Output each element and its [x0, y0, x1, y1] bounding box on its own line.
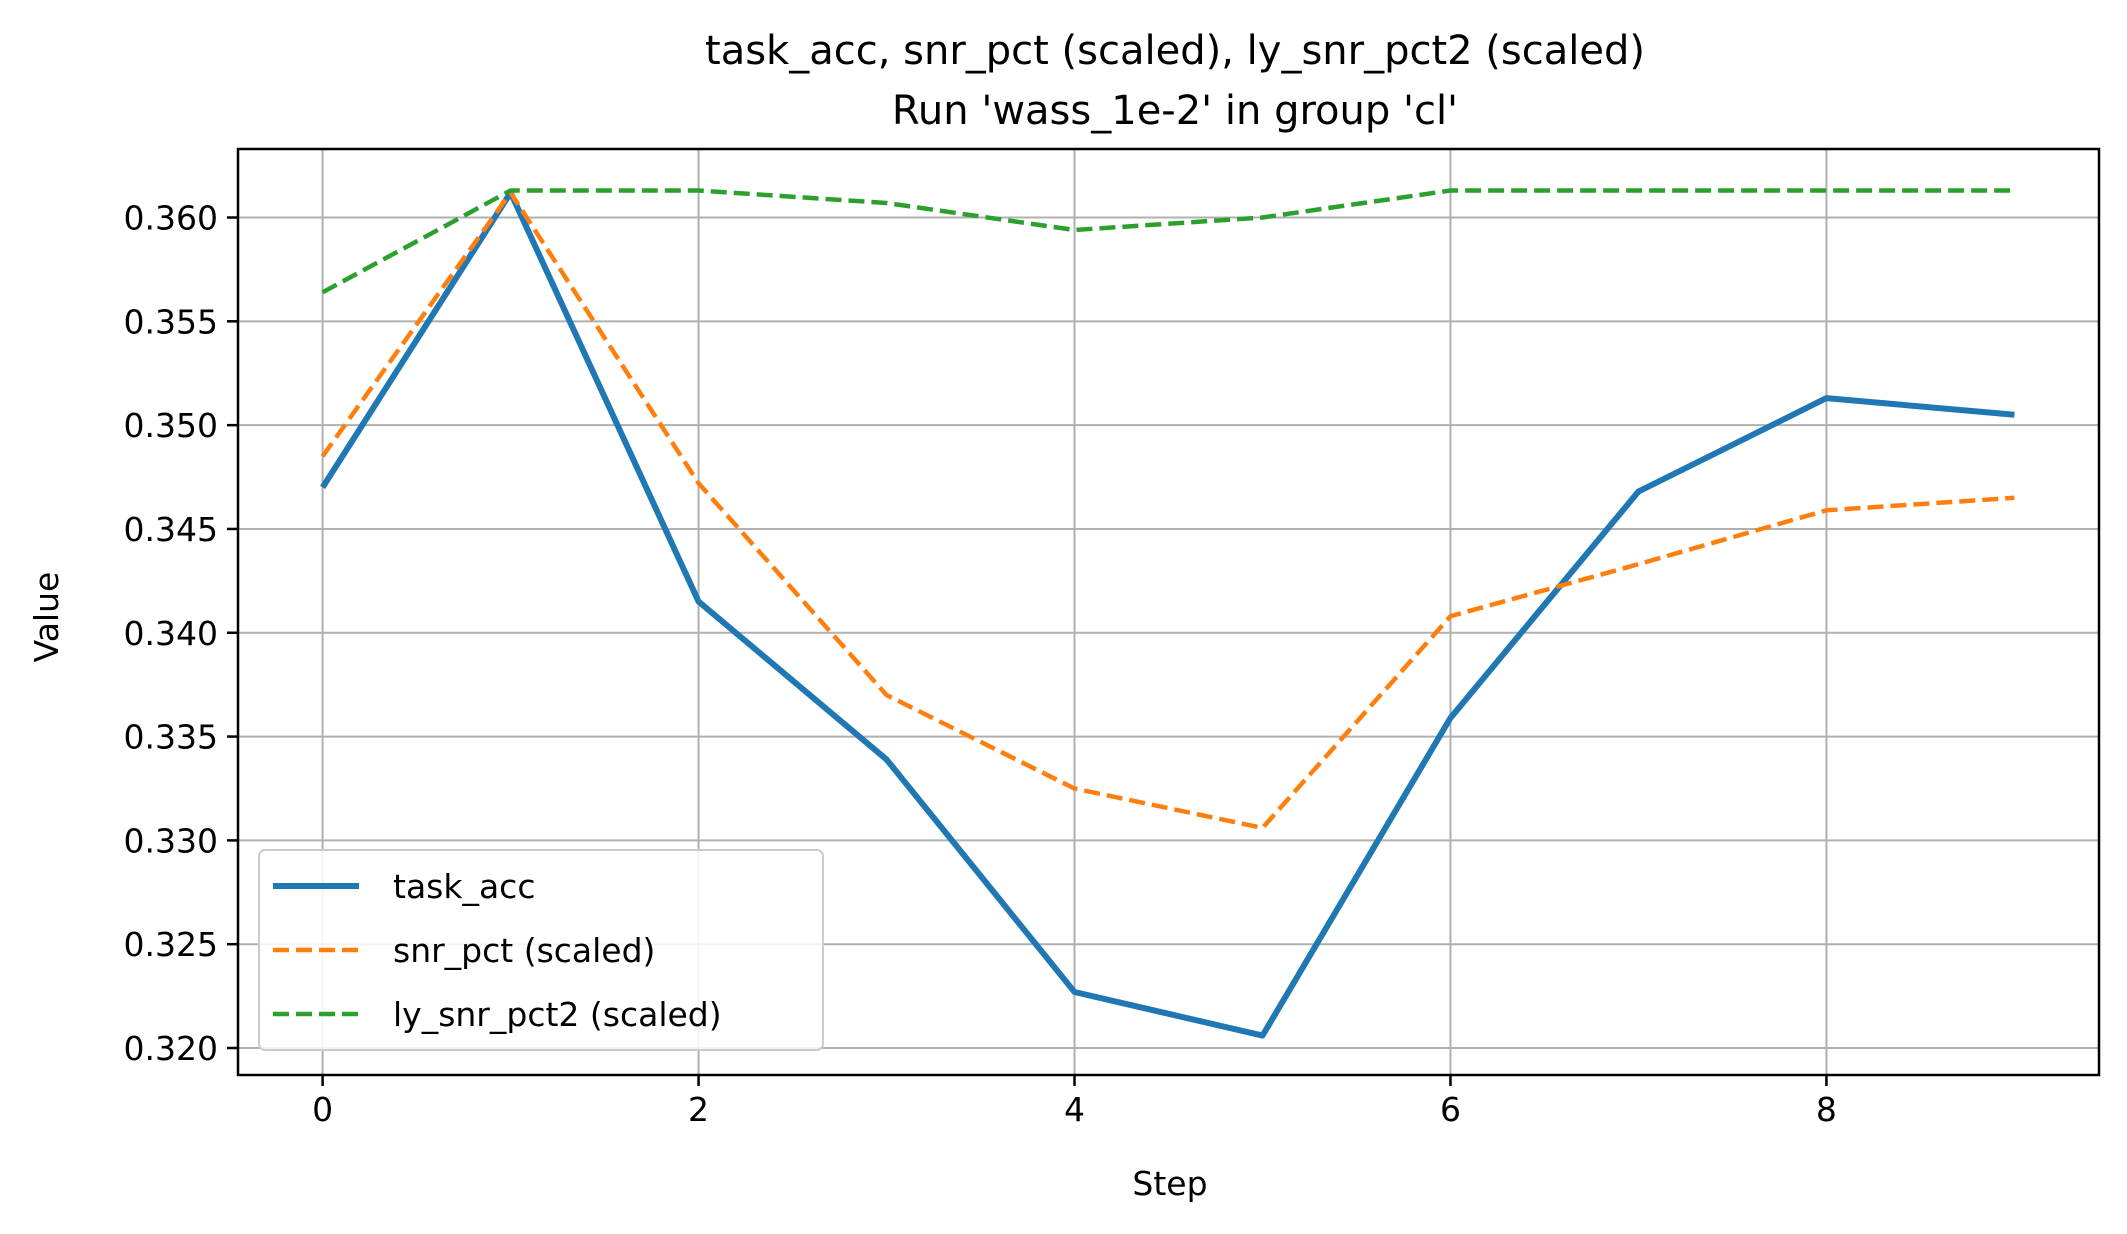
y-tick-label: 0.325 — [124, 925, 218, 964]
y-tick-label: 0.340 — [124, 614, 218, 653]
y-tick-label: 0.360 — [124, 199, 218, 238]
chart-subtitle: Run 'wass_1e-2' in group 'cl' — [892, 88, 1458, 134]
x-tick-label: 6 — [1440, 1090, 1461, 1129]
legend-label-1: task_acc — [393, 867, 535, 906]
legend-label-2: snr_pct (scaled) — [393, 931, 655, 970]
x-tick-label: 4 — [1064, 1090, 1085, 1129]
x-tick-label: 2 — [688, 1090, 709, 1129]
plot-frame — [236, 147, 2101, 1077]
series-line-2 — [320, 190, 2015, 831]
y-tick-label: 0.350 — [124, 406, 218, 445]
axes: 0 2 4 6 8 0.320 0.325 0.330 0.335 0.340 0.345 0.350… — [124, 147, 2101, 1129]
plot-series — [320, 188, 2015, 1039]
series-line-1 — [320, 189, 2015, 1039]
y-tick-label: 0.355 — [124, 302, 218, 341]
chart-title: task_acc, snr_pct (scaled), ly_snr_pct2 … — [705, 28, 1645, 74]
y-tick-label: 0.345 — [124, 510, 218, 549]
x-tick-label: 0 — [312, 1090, 333, 1129]
x-axis-label: Step — [1132, 1164, 1207, 1203]
series-line-3 — [321, 188, 2015, 295]
x-tick-label: 8 — [1816, 1090, 1837, 1129]
y-tick-label: 0.335 — [124, 718, 218, 757]
y-tick-label: 0.330 — [124, 821, 218, 860]
legend-label-3: ly_snr_pct2 (scaled) — [393, 995, 722, 1034]
legend: task_acc snr_pct (scaled) ly_snr_pct2 (sca… — [258, 849, 824, 1051]
y-tick-label: 0.320 — [124, 1029, 218, 1068]
y-axis-label: Value — [27, 572, 66, 663]
legend-box — [258, 849, 824, 1051]
